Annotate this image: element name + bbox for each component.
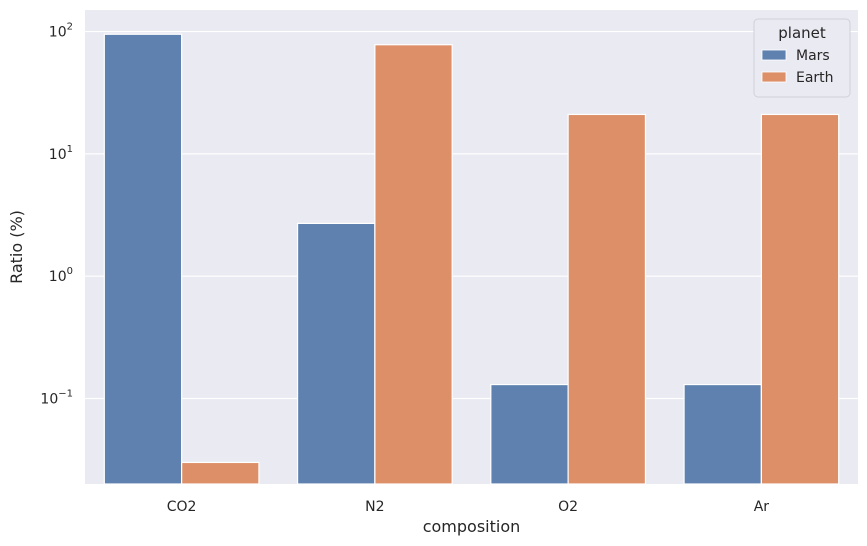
y-axis-label: Ratio (%) bbox=[7, 210, 26, 284]
legend-swatch-earth bbox=[761, 71, 787, 83]
x-tick-label: Ar bbox=[754, 499, 770, 515]
bar-earth-co2 bbox=[181, 461, 260, 485]
y-tick-label: 10−1 bbox=[40, 389, 73, 408]
x-tick-labels: CO2 N2 O2 Ar bbox=[167, 499, 770, 515]
y-tick-labels: 10−1 100 101 102 bbox=[40, 22, 73, 408]
bar-mars-n2 bbox=[296, 222, 376, 485]
x-tick-label: N2 bbox=[365, 499, 384, 515]
bars bbox=[103, 33, 840, 485]
bar-mars-co2 bbox=[103, 33, 183, 485]
bar-earth-ar bbox=[760, 113, 840, 485]
bar-earth-n2 bbox=[374, 44, 453, 485]
bar-mars-o2 bbox=[490, 383, 569, 485]
legend-label-mars: Mars bbox=[796, 48, 830, 64]
bar-mars-ar bbox=[683, 383, 762, 485]
x-tick-label: CO2 bbox=[167, 499, 197, 515]
x-axis-label: composition bbox=[423, 517, 521, 536]
y-tick-label: 101 bbox=[49, 144, 73, 163]
y-tick-label: 100 bbox=[49, 266, 73, 285]
bar-earth-o2 bbox=[567, 113, 647, 485]
legend-title: planet bbox=[778, 24, 826, 42]
legend-label-earth: Earth bbox=[796, 70, 834, 86]
y-tick-label: 102 bbox=[49, 22, 73, 41]
x-tick-label: O2 bbox=[558, 499, 578, 515]
legend: planet Mars Earth bbox=[753, 18, 851, 98]
legend-swatch-mars bbox=[761, 49, 787, 61]
